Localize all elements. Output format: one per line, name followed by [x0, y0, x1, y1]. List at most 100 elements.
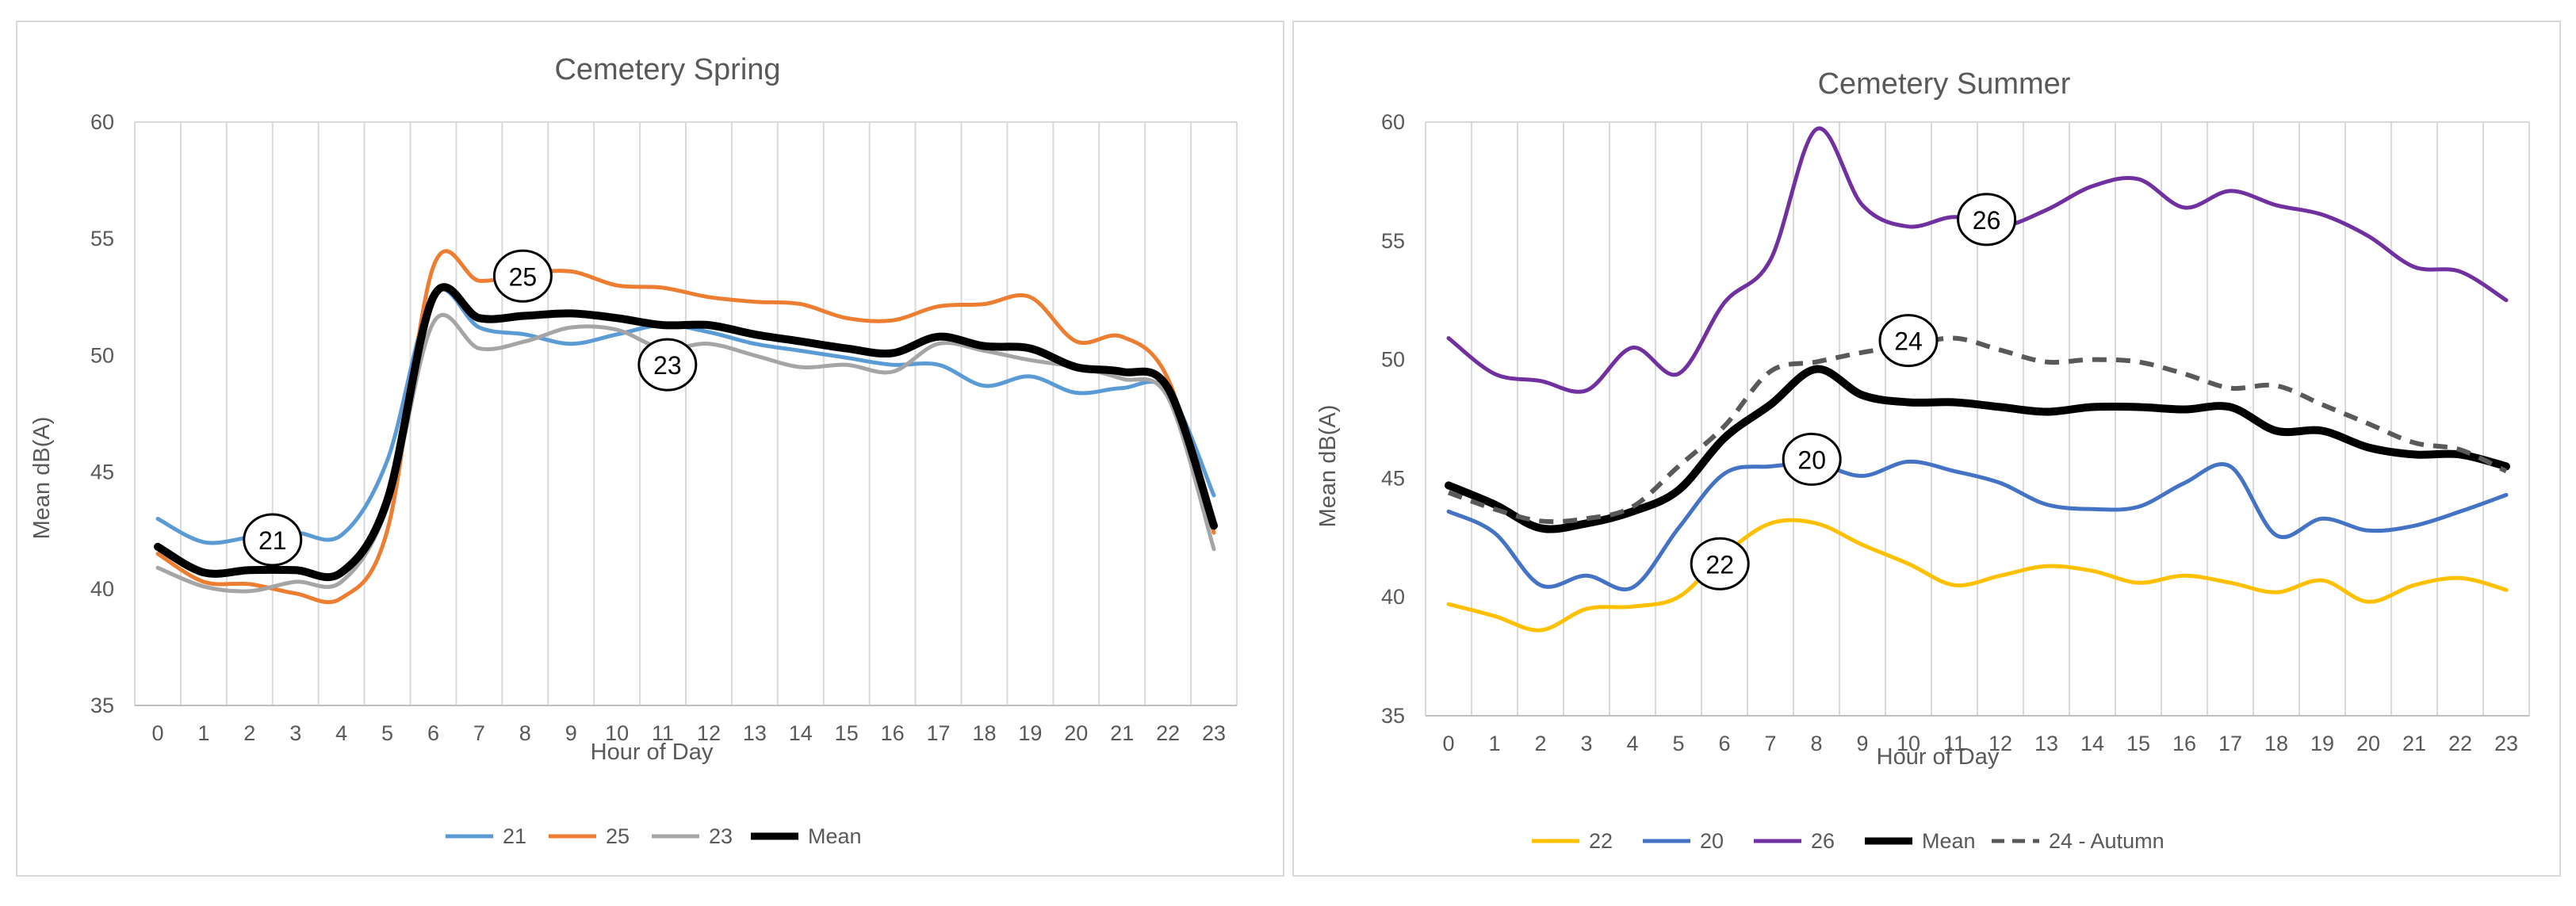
series-lines	[1445, 126, 2510, 633]
annotation-label: 26	[1973, 206, 2001, 235]
annotation-label: 23	[653, 351, 682, 380]
legend-label: Mean	[808, 824, 862, 848]
annotation-circle	[1957, 193, 2017, 247]
x-tick-label: 12	[1988, 732, 2012, 755]
x-tick-label: 15	[835, 721, 859, 745]
legend-item: 24 - Autumn	[1992, 829, 2165, 853]
x-tick-label: 6	[427, 721, 439, 745]
x-tick-label: 18	[2264, 732, 2288, 755]
legend-item: 21	[446, 824, 526, 848]
x-tick-label: 3	[1580, 732, 1592, 755]
gridlines	[134, 122, 1238, 705]
legend-label: 21	[503, 824, 526, 848]
legend-item: Mean	[751, 824, 862, 848]
series-line-mean	[1445, 365, 2510, 533]
annotation-label: 21	[258, 526, 287, 555]
x-axis-label: Hour of Day	[1877, 744, 2000, 770]
annotation-label: 25	[509, 262, 538, 291]
chart-summer: Cemetery Summer Hour of Day Mean dB(A) 3…	[1315, 67, 2530, 853]
x-tick-label: 2	[1534, 732, 1546, 755]
y-tick-label: 40	[1381, 585, 1405, 609]
x-tick-label: 19	[2310, 732, 2334, 755]
y-axis-label: Mean dB(A)	[29, 417, 55, 540]
legend-label: 23	[709, 824, 733, 848]
y-tick-label: 50	[90, 343, 114, 367]
annotation-bubble: 26	[1957, 193, 2017, 247]
legend-label: 26	[1811, 829, 1835, 853]
x-tick-label: 6	[1718, 732, 1730, 755]
x-tick-label: 3	[289, 721, 301, 745]
x-tick-label: 9	[565, 721, 577, 745]
legend-item: Mean	[1865, 829, 1976, 853]
chart-spring: Cemetery Spring Hour of Day Mean dB(A) 3…	[29, 53, 1238, 848]
x-tick-label: 5	[1672, 732, 1684, 755]
legend: 22 20 26 Mean 24 - Autumn	[1532, 829, 2165, 853]
x-tick-label: 16	[881, 721, 905, 745]
x-tick-label: 17	[927, 721, 951, 745]
annotation-label: 20	[1797, 445, 1826, 474]
x-tick-label: 14	[789, 721, 813, 745]
x-tick-label: 7	[1764, 732, 1776, 755]
x-tick-label: 20	[2356, 732, 2380, 755]
annotation-bubble: 24	[1878, 314, 1939, 368]
y-tick-label: 60	[90, 110, 114, 134]
x-tick-label: 1	[1488, 732, 1500, 755]
x-tick-label: 21	[2402, 732, 2426, 755]
y-tick-label: 55	[90, 227, 114, 250]
legend-item: 26	[1754, 829, 1835, 853]
annotation-circle	[1782, 432, 1842, 486]
annotation-bubble: 22	[1690, 537, 1750, 591]
annotation-circle	[1878, 314, 1939, 368]
annotation-bubble: 21	[243, 513, 303, 567]
x-axis-label: Hour of Day	[591, 740, 714, 765]
y-tick-label: 35	[1381, 704, 1405, 728]
annotation-circle	[637, 338, 698, 392]
y-tick-label: 35	[90, 694, 114, 717]
x-tick-label: 23	[1202, 721, 1226, 745]
chart-title: Cemetery Summer	[1818, 67, 2071, 101]
legend: 21 25 23 Mean	[446, 824, 862, 848]
x-tick-label: 9	[1856, 732, 1868, 755]
y-tick-label: 60	[1381, 110, 1405, 134]
series-line-20	[1446, 459, 2509, 591]
x-tick-label: 11	[652, 721, 674, 745]
x-tick-label: 4	[1626, 732, 1638, 755]
legend-label: 24 - Autumn	[2049, 829, 2165, 853]
y-axis-label: Mean dB(A)	[1315, 405, 1341, 528]
x-tick-label: 10	[605, 721, 629, 745]
legend-label: 22	[1589, 829, 1613, 853]
chart-panel-summer: Cemetery Summer Hour of Day Mean dB(A) 3…	[1292, 21, 2561, 877]
legend-label: 25	[606, 824, 630, 848]
annotation-bubble: 23	[637, 338, 698, 392]
x-tick-label: 19	[1018, 721, 1042, 745]
x-tick-label: 14	[2080, 732, 2104, 755]
x-tick-label: 20	[1064, 721, 1088, 745]
x-tick-label: 12	[697, 721, 721, 745]
x-tick-label: 11	[1943, 732, 1965, 755]
x-tick-label: 0	[1442, 732, 1454, 755]
series-line-26	[1446, 126, 2509, 394]
legend-item: 20	[1643, 829, 1724, 853]
y-tick-label: 45	[1381, 466, 1405, 490]
annotation-circle	[243, 513, 303, 567]
x-tick-label: 0	[151, 721, 163, 745]
series-line-25	[155, 249, 1216, 605]
x-tick-label: 13	[2034, 732, 2058, 755]
x-tick-label: 23	[2494, 732, 2518, 755]
series-line-22	[1446, 518, 2509, 633]
y-tick-label: 40	[90, 577, 114, 601]
legend-label: Mean	[1922, 829, 1976, 853]
annotation-bubble: 25	[492, 249, 553, 303]
chart-title: Cemetery Spring	[554, 53, 780, 86]
x-tick-label: 22	[2448, 732, 2472, 755]
x-tick-label: 22	[1156, 721, 1180, 745]
annotation-circle	[1690, 537, 1750, 591]
x-tick-label: 16	[2172, 732, 2196, 755]
x-tick-label: 1	[197, 721, 209, 745]
x-tick-label: 7	[473, 721, 485, 745]
chart-panel-spring: Cemetery Spring Hour of Day Mean dB(A) 3…	[16, 21, 1284, 877]
legend-item: 25	[549, 824, 630, 848]
legend-item: 22	[1532, 829, 1613, 853]
x-tick-label: 13	[743, 721, 767, 745]
x-tick-label: 5	[381, 721, 393, 745]
